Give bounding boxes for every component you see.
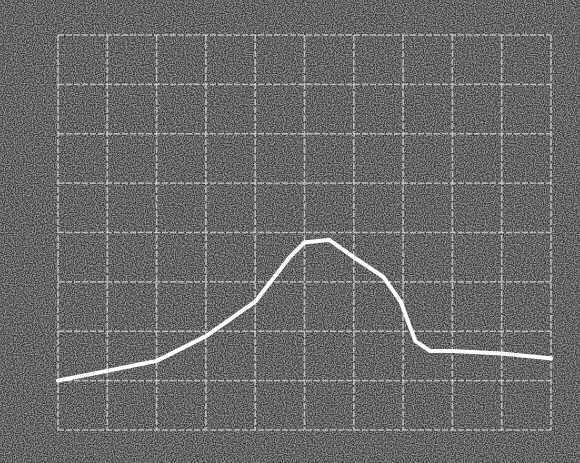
page: {"chart_data": {"type": "line", "x": [0,…	[0, 0, 580, 463]
screen-noise	[0, 0, 580, 463]
scope-screen	[0, 0, 580, 463]
